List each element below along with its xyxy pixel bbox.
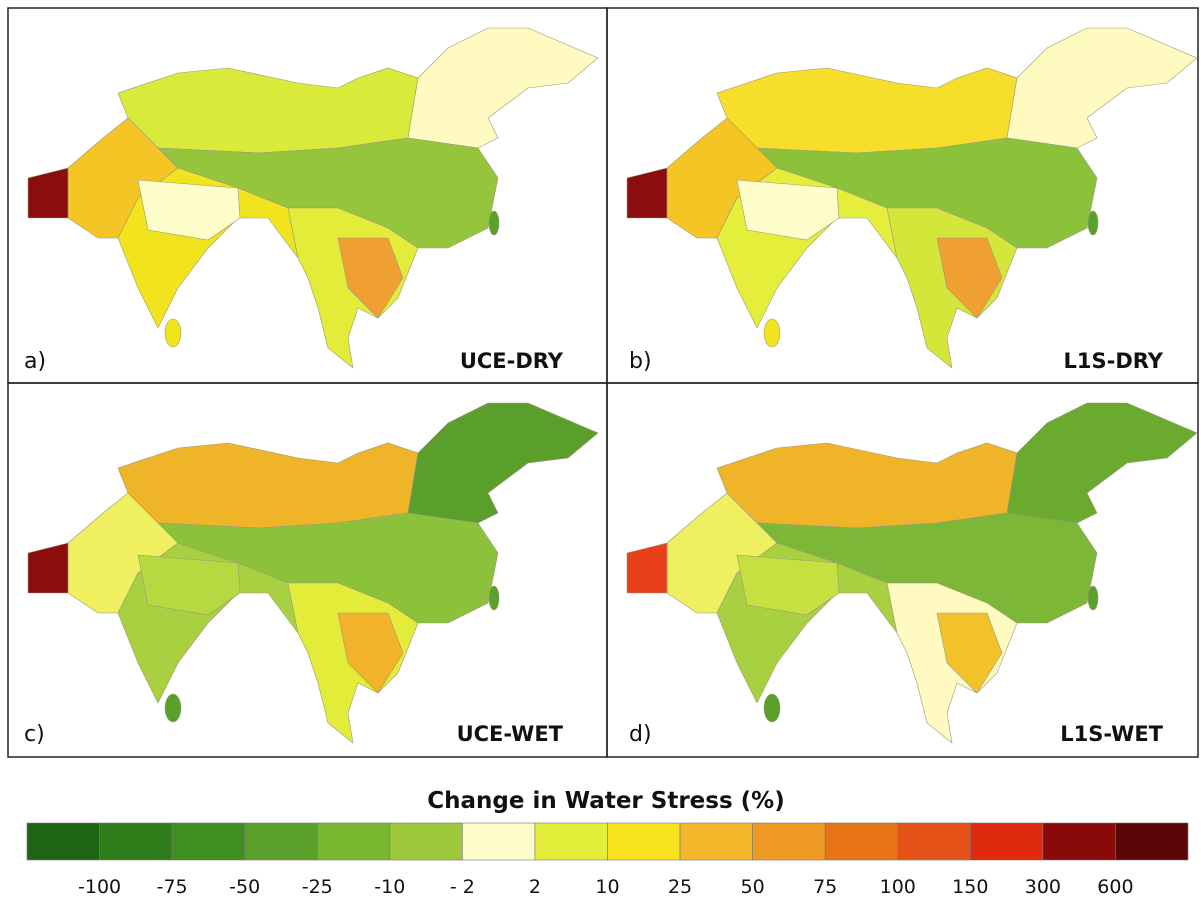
colorbar-swatch bbox=[534, 822, 608, 861]
colorbar-tick-label: 300 bbox=[1025, 876, 1061, 898]
colorbar-swatch bbox=[462, 822, 536, 861]
colorbar-swatch bbox=[316, 822, 391, 861]
panel-title: UCE-WET bbox=[457, 722, 564, 746]
colorbar-tick-label: -25 bbox=[302, 876, 333, 898]
colorbar-swatch bbox=[171, 822, 245, 861]
panel-title: L1S-WET bbox=[1060, 722, 1163, 746]
colorbar-swatch bbox=[607, 822, 681, 861]
colorbar-swatch bbox=[1042, 822, 1116, 861]
colorbar-tick-label: 100 bbox=[880, 876, 916, 898]
colorbar-tick-label: -75 bbox=[157, 876, 188, 898]
map bbox=[27, 402, 599, 744]
colorbar-swatch bbox=[99, 822, 173, 861]
panel-label: b) bbox=[629, 349, 652, 374]
panel-a: a) UCE-DRY bbox=[7, 7, 608, 384]
panel-title: L1S-DRY bbox=[1064, 349, 1164, 373]
colorbar-tick-label: 600 bbox=[1097, 876, 1133, 898]
panel-c: c) UCE-WET bbox=[7, 382, 608, 758]
panel-label: c) bbox=[24, 722, 45, 747]
colorbar-swatch bbox=[824, 822, 899, 861]
colorbar-swatch bbox=[389, 822, 463, 861]
panel-b: b) L1S-DRY bbox=[606, 7, 1199, 384]
legend-title: Change in Water Stress (%) bbox=[427, 788, 784, 814]
colorbar-swatch bbox=[26, 822, 100, 861]
panel-title: UCE-DRY bbox=[460, 349, 564, 373]
colorbar-tick-label: -100 bbox=[78, 876, 121, 898]
map bbox=[626, 402, 1198, 744]
colorbar-swatch bbox=[679, 822, 753, 861]
panel-frame bbox=[606, 382, 1199, 758]
colorbar-swatch bbox=[897, 822, 971, 861]
colorbar-tick-label: 50 bbox=[741, 876, 765, 898]
colorbar: -100 -75 -50 -25 -10 - 2 2 10 25 50 75 100 150 300 600 bbox=[26, 822, 1189, 898]
colorbar-swatch bbox=[752, 822, 826, 861]
map bbox=[27, 27, 599, 369]
map bbox=[626, 27, 1198, 369]
colorbar-tick-label: 25 bbox=[668, 876, 692, 898]
colorbar-tick-label: -50 bbox=[229, 876, 260, 898]
colorbar-tick-label: - 2 bbox=[450, 876, 475, 898]
colorbar-swatch bbox=[244, 822, 318, 861]
colorbar-swatch bbox=[1115, 822, 1189, 861]
colorbar-tick-label: 2 bbox=[529, 876, 541, 898]
panel-label: a) bbox=[24, 349, 46, 374]
panel-d: d) L1S-WET bbox=[606, 382, 1199, 758]
colorbar-tick-label: 75 bbox=[813, 876, 837, 898]
colorbar-tick-label: 10 bbox=[595, 876, 619, 898]
panel-label: d) bbox=[629, 722, 652, 747]
colorbar-tick-label: -10 bbox=[374, 876, 405, 898]
colorbar-swatch bbox=[970, 822, 1044, 861]
colorbar-tick-label: 150 bbox=[952, 876, 988, 898]
